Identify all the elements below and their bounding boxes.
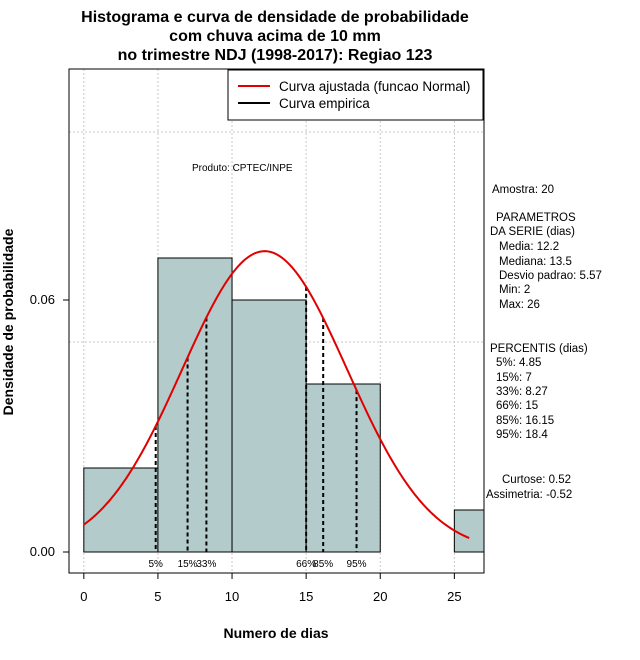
histogram-bar — [231, 299, 307, 553]
legend: Curva ajustada (funcao Normal) Curva emp… — [227, 69, 484, 121]
stat-param: Desvio padrao: 5.57 — [499, 270, 602, 282]
normal-curve — [83, 250, 470, 539]
stat-percentis-title: PERCENTIS (dias) — [490, 343, 588, 355]
stat-percentil: 66%: 15 — [496, 400, 538, 412]
stat-param: Min: 2 — [499, 284, 530, 296]
y-axis-title: Densidade de probabilidade — [0, 228, 16, 415]
axes: 0 5 10 15 20 25 0.00 0.06 — [30, 292, 462, 604]
y-tick-label: 0.00 — [30, 544, 55, 559]
stat-curtose: Curtose: 0.52 — [502, 474, 571, 486]
stats-panel: Amostra: 20 PARAMETROS DA SERIE (dias) M… — [486, 184, 602, 501]
histogram-bar — [453, 509, 485, 553]
stat-param-title-1: PARAMETROS — [496, 212, 576, 224]
stat-param-title-2: DA SERIE (dias) — [490, 226, 575, 238]
percentile-label: 66% — [296, 559, 316, 570]
x-tick-label: 15 — [299, 589, 313, 604]
product-annotation: Produto: CPTEC/INPE — [192, 163, 293, 174]
chart-title-line-3: no trimestre NDJ (1998-2017): Regiao 123 — [118, 47, 433, 64]
legend-label-empirical: Curva empirica — [279, 96, 370, 111]
stat-param: Media: 12.2 — [499, 241, 559, 253]
x-axis-title: Numero de dias — [223, 625, 328, 641]
x-tick-label: 25 — [447, 589, 461, 604]
histogram-bars — [83, 257, 485, 553]
plot-frame — [68, 68, 485, 574]
percentile-label: 95% — [347, 559, 367, 570]
x-tick-label: 5 — [154, 589, 161, 604]
percentile-label: 15% — [178, 559, 198, 570]
stat-param: Mediana: 13.5 — [499, 256, 572, 268]
stat-percentil: 15%: 7 — [496, 372, 532, 384]
grid — [69, 69, 484, 573]
stat-percentil: 95%: 18.4 — [496, 429, 548, 441]
stat-amostra: Amostra: 20 — [492, 184, 554, 196]
legend-box — [227, 69, 484, 121]
stat-percentil: 5%: 4.85 — [496, 357, 541, 369]
x-tick-label: 20 — [373, 589, 387, 604]
percentile-label: 85% — [313, 559, 333, 570]
histogram-bar — [83, 467, 159, 553]
chart-title-line-1: Histograma e curva de densidade de proba… — [81, 9, 469, 26]
histogram-bar — [157, 257, 233, 553]
legend-label-normal: Curva ajustada (funcao Normal) — [279, 79, 470, 94]
percentile-label: 33% — [196, 559, 216, 570]
histogram-bar — [305, 383, 381, 553]
stat-assimetria: Assimetria: -0.52 — [486, 489, 572, 501]
stat-percentil: 33%: 8.27 — [496, 386, 548, 398]
x-tick-label: 10 — [225, 589, 239, 604]
x-tick-label: 0 — [80, 589, 87, 604]
percentile-label: 5% — [148, 559, 163, 570]
stat-param: Max: 26 — [499, 299, 540, 311]
y-tick-label: 0.06 — [30, 292, 55, 307]
percentile-lines: 5% 15%33% 66%85% 95% — [148, 286, 367, 570]
chart-title-line-2: com chuva acima de 10 mm — [169, 28, 381, 45]
stat-percentil: 85%: 16.15 — [496, 415, 554, 427]
